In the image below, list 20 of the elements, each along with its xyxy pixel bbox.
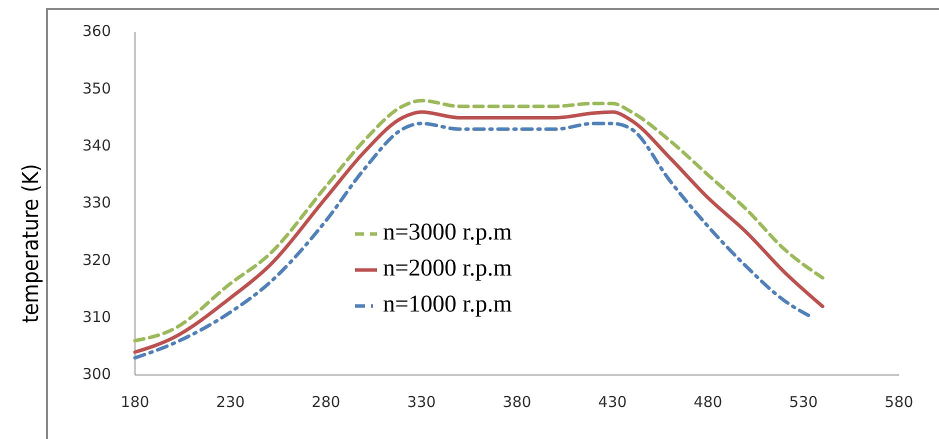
y-tick-label: 330: [82, 194, 111, 212]
legend-label: n=2000 r.p.m: [383, 256, 512, 282]
y-tick-label: 360: [82, 22, 111, 40]
y-tick-label: 350: [82, 79, 111, 98]
y-tick-label: 340: [82, 136, 111, 154]
x-tick-label: 380: [502, 393, 532, 411]
x-tick-label: 430: [598, 393, 627, 411]
x-tick-label: 580: [884, 393, 914, 411]
x-tick-label: 280: [312, 393, 340, 411]
x-tick-label: 480: [694, 393, 722, 411]
x-tick-label: 330: [407, 393, 436, 411]
x-tick-label: 530: [789, 393, 818, 411]
x-tick-label: 180: [120, 393, 150, 411]
x-tick-label: 230: [216, 393, 245, 411]
y-axis-title: temperature (K): [19, 164, 44, 324]
y-tick-label: 300: [82, 365, 111, 384]
y-tick-label: 320: [82, 250, 111, 269]
legend-label: n=1000 r.p.m: [383, 292, 512, 318]
legend-label: n=3000 r.p.m: [383, 220, 512, 246]
y-tick-label: 310: [82, 308, 111, 326]
